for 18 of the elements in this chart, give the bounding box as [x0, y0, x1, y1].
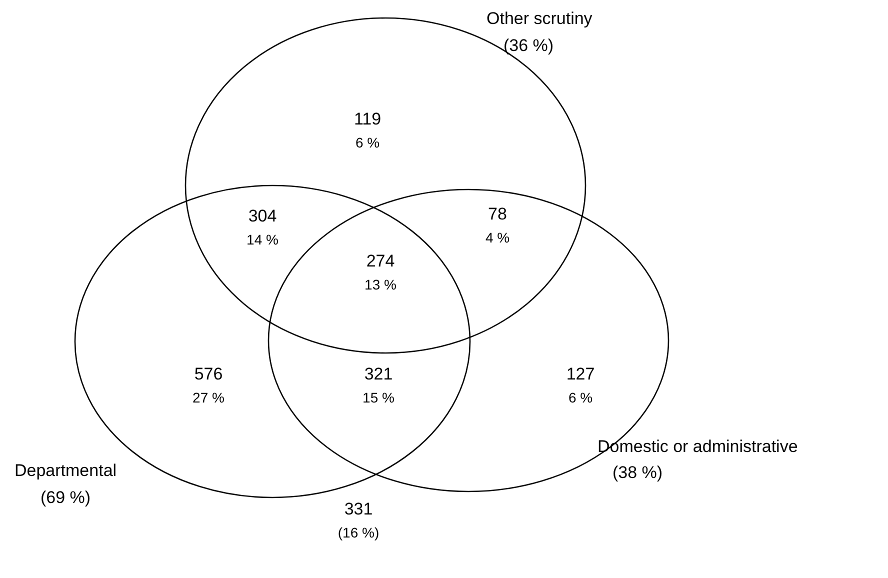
- text: 6 %: [568, 390, 593, 406]
- text: (16 %): [338, 524, 380, 540]
- text: Other scrutiny (36 %): [486, 9, 593, 55]
- data-label: 127: [566, 364, 595, 384]
- text: 13 %: [364, 276, 396, 292]
- data-label: 576: [194, 364, 223, 384]
- data-label: 119: [354, 110, 382, 128]
- text: 4 %: [485, 230, 510, 246]
- data-label: 321: [364, 364, 393, 384]
- data-label: 274: [366, 252, 395, 270]
- data-label: 331: [344, 500, 373, 518]
- text: 14 %: [246, 232, 278, 248]
- text: 27 %: [192, 390, 224, 406]
- data-label: 78: [488, 204, 507, 224]
- text: Departmental (69 %): [14, 461, 117, 507]
- text: 6 %: [355, 134, 380, 150]
- data-label: 304: [248, 206, 277, 226]
- text: 15 %: [362, 390, 394, 406]
